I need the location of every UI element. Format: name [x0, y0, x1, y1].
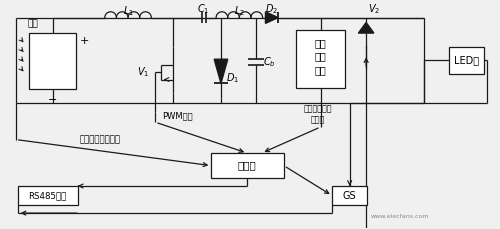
Text: $V_1$: $V_1$: [138, 65, 149, 79]
Bar: [212, 153, 284, 178]
Polygon shape: [358, 22, 374, 33]
Bar: [296, 30, 345, 88]
Text: LED灯: LED灯: [454, 55, 479, 65]
Bar: [332, 186, 367, 205]
Text: +: +: [80, 36, 89, 46]
Text: $D_2$: $D_2$: [265, 2, 278, 16]
Text: 太阳能板电压采样: 太阳能板电压采样: [80, 135, 120, 144]
Text: 阳光: 阳光: [28, 19, 38, 28]
Text: PWM输出: PWM输出: [162, 112, 192, 121]
Bar: [450, 47, 484, 74]
Bar: [18, 186, 78, 205]
Text: GS: GS: [343, 191, 356, 201]
Text: 电池电压、温
度采样: 电池电压、温 度采样: [304, 105, 332, 124]
Text: www.elecfans.com: www.elecfans.com: [371, 215, 430, 219]
Text: 太阳: 太阳: [315, 38, 326, 48]
Polygon shape: [214, 59, 228, 83]
Bar: [30, 33, 76, 89]
Text: $L_2$: $L_2$: [234, 4, 245, 18]
Text: 单片机: 单片机: [238, 161, 256, 171]
Text: −: −: [48, 95, 58, 105]
Text: 能蓄: 能蓄: [315, 51, 326, 61]
Text: $V_2$: $V_2$: [368, 2, 380, 16]
Text: RS485接口: RS485接口: [28, 191, 67, 200]
Text: $C_1$: $C_1$: [198, 2, 210, 16]
Text: 电池: 电池: [315, 65, 326, 75]
Text: $L_1$: $L_1$: [122, 4, 134, 18]
Polygon shape: [266, 12, 278, 23]
Text: $D_1$: $D_1$: [226, 72, 239, 85]
Text: $C_b$: $C_b$: [263, 55, 276, 69]
